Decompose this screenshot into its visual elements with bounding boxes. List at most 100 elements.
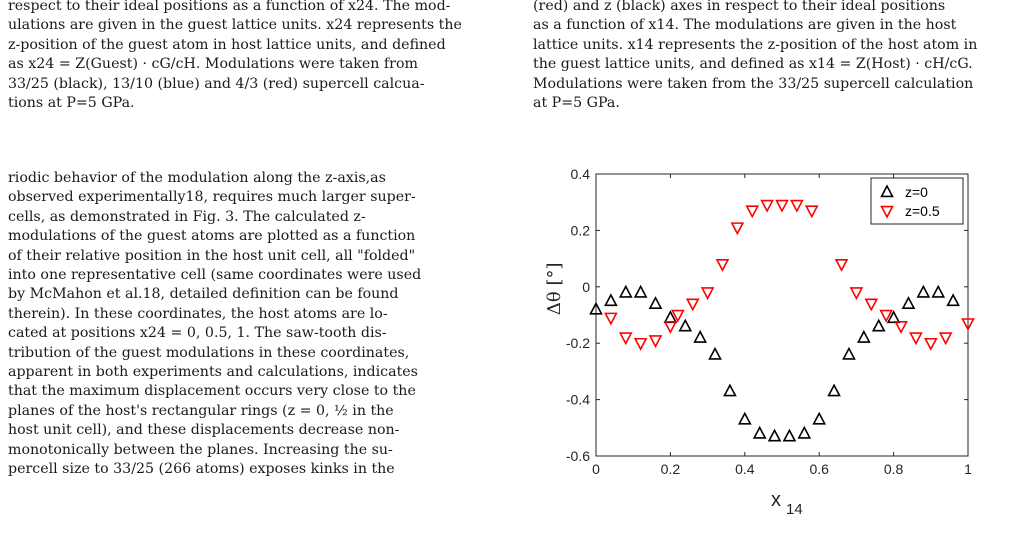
y-tick-label: -0.4 <box>566 392 590 408</box>
body-line: by McMahon et al.18, detailed definition… <box>8 286 399 303</box>
body-line: cells, as demonstrated in Fig. 3. The ca… <box>8 208 366 225</box>
x-tick-label: 0 <box>592 461 600 477</box>
body-line: cated at positions x24 = 0, 0.5, 1. The … <box>8 325 387 342</box>
data-point-z0 <box>604 293 618 307</box>
plot-frame <box>595 173 969 457</box>
caption-line: as x24 = Z(Guest) · cG/cH. Modulations w… <box>8 56 418 73</box>
data-point-z0 <box>946 293 960 307</box>
caption-line: as a function of x14. The modulations ar… <box>533 17 957 34</box>
body-line: therein). In these coordinates, the host… <box>8 305 388 322</box>
data-point-z0 <box>618 284 633 298</box>
body-line: percell size to 33/25 (266 atoms) expose… <box>8 461 395 478</box>
data-point-z05 <box>633 337 648 351</box>
y-axis-label: Δθ [°] <box>544 262 565 315</box>
x-axis-label: x <box>771 489 781 511</box>
data-point-z05 <box>648 335 663 349</box>
caption-line: respect to their ideal positions as a fu… <box>8 0 451 14</box>
data-point-z05 <box>663 321 678 334</box>
data-point-z05 <box>864 298 879 312</box>
legend-marker <box>880 184 894 198</box>
caption-line: (red) and z (black) axes in respect to t… <box>533 0 946 14</box>
body-line: apparent in both experiments and calcula… <box>8 364 418 381</box>
data-point-z05 <box>879 309 893 323</box>
data-point-z05 <box>894 321 908 334</box>
x-tick-label: 0.6 <box>809 461 829 477</box>
x-axis-label-subscript: 14 <box>786 501 803 518</box>
x-tick-label: 0.4 <box>735 461 755 477</box>
data-point-z0 <box>931 284 946 298</box>
body-line: into one representative cell (same coord… <box>8 267 422 284</box>
data-point-z0 <box>589 301 603 315</box>
left-figure-caption: respect to their ideal positions as a fu… <box>8 0 500 113</box>
data-point-z0 <box>693 329 707 343</box>
data-point-z0 <box>752 425 767 439</box>
data-point-z0 <box>871 318 886 332</box>
data-point-z05 <box>790 199 804 213</box>
y-tick-label: 0.2 <box>571 222 591 238</box>
data-point-z05 <box>849 287 864 301</box>
y-tick-label: 0 <box>582 279 590 295</box>
body-line: observed experimentally18, requires much… <box>8 189 416 206</box>
data-point-z0 <box>916 284 931 298</box>
data-point-z0 <box>708 346 722 360</box>
data-point-z0 <box>842 346 856 360</box>
legend-label: z=0.5 <box>905 203 940 219</box>
legend-marker <box>880 205 894 219</box>
x-tick-label: 1 <box>964 461 972 477</box>
data-point-z0 <box>633 284 648 298</box>
body-line: modulations of the guest atoms are plott… <box>8 228 416 245</box>
data-point-z0 <box>827 383 841 397</box>
data-point-z0 <box>648 296 663 309</box>
data-point-z05 <box>961 318 975 332</box>
body-line: of their relative position in the host u… <box>8 247 416 264</box>
data-point-z0 <box>782 428 797 442</box>
data-point-z05 <box>618 332 633 346</box>
x-tick-label: 0.8 <box>884 461 904 477</box>
data-point-z05 <box>685 298 700 312</box>
data-point-z05 <box>715 258 730 272</box>
data-point-z0 <box>767 428 782 442</box>
data-point-z0 <box>797 425 812 439</box>
y-tick-label: 0.4 <box>571 166 591 182</box>
data-point-z0 <box>886 310 901 324</box>
right-figure-caption: (red) and z (black) axes in respect to t… <box>533 0 1021 113</box>
caption-line: lattice units. x14 represents the z-posi… <box>533 36 978 53</box>
caption-line: tions at P=5 GPa. <box>8 95 135 112</box>
scatter-chart: 0 0.2 0.4 0.6 0.8 1 -0.6 -0.4 -0.2 0 0.2 0.4 x 14 Δθ [… <box>544 166 975 518</box>
data-point-z0 <box>857 329 871 343</box>
body-line: host unit cell), and these displacements… <box>8 422 400 439</box>
data-point-z05 <box>909 332 923 346</box>
caption-line: z-position of the guest atom in host lat… <box>8 36 446 53</box>
body-line: that the maximum displacement occurs ver… <box>8 383 416 400</box>
data-point-z05 <box>730 222 745 236</box>
body-line: tribution of the guest modulations in th… <box>8 344 410 361</box>
caption-line: the guest lattice units, and defined as … <box>533 56 973 73</box>
caption-line: at P=5 GPa. <box>533 95 620 112</box>
data-point-z05 <box>604 312 618 326</box>
body-line: planes of the host's rectangular rings (… <box>8 402 394 419</box>
data-point-z05 <box>700 287 715 301</box>
data-point-z05 <box>671 309 685 323</box>
data-point-z05 <box>775 199 789 213</box>
data-point-z05 <box>938 332 953 346</box>
legend-label: z=0 <box>905 184 928 200</box>
caption-line: ulations are given in the guest lattice … <box>8 17 462 34</box>
x-tick-label: 0.2 <box>661 461 681 477</box>
body-line: riodic behavior of the modulation along … <box>8 170 386 186</box>
data-point-z05 <box>834 258 849 272</box>
data-point-z0 <box>678 318 693 332</box>
data-point-z05 <box>760 199 774 213</box>
body-line: monotonically between the planes. Increa… <box>8 441 393 458</box>
y-tick-label: -0.2 <box>566 335 590 351</box>
caption-line: Modulations were taken from the 33/25 su… <box>533 75 974 92</box>
data-point-z0 <box>723 383 737 397</box>
data-point-z0 <box>737 411 752 425</box>
caption-line: 33/25 (black), 13/10 (blue) and 4/3 (red… <box>8 75 425 92</box>
data-point-z0 <box>812 411 827 425</box>
data-point-z0 <box>901 296 916 309</box>
y-tick-label: -0.6 <box>566 448 590 464</box>
data-point-z05 <box>745 205 760 219</box>
body-text: riodic behavior of the modulation along … <box>8 169 500 480</box>
data-point-z05 <box>804 205 819 219</box>
data-point-z05 <box>923 337 938 351</box>
